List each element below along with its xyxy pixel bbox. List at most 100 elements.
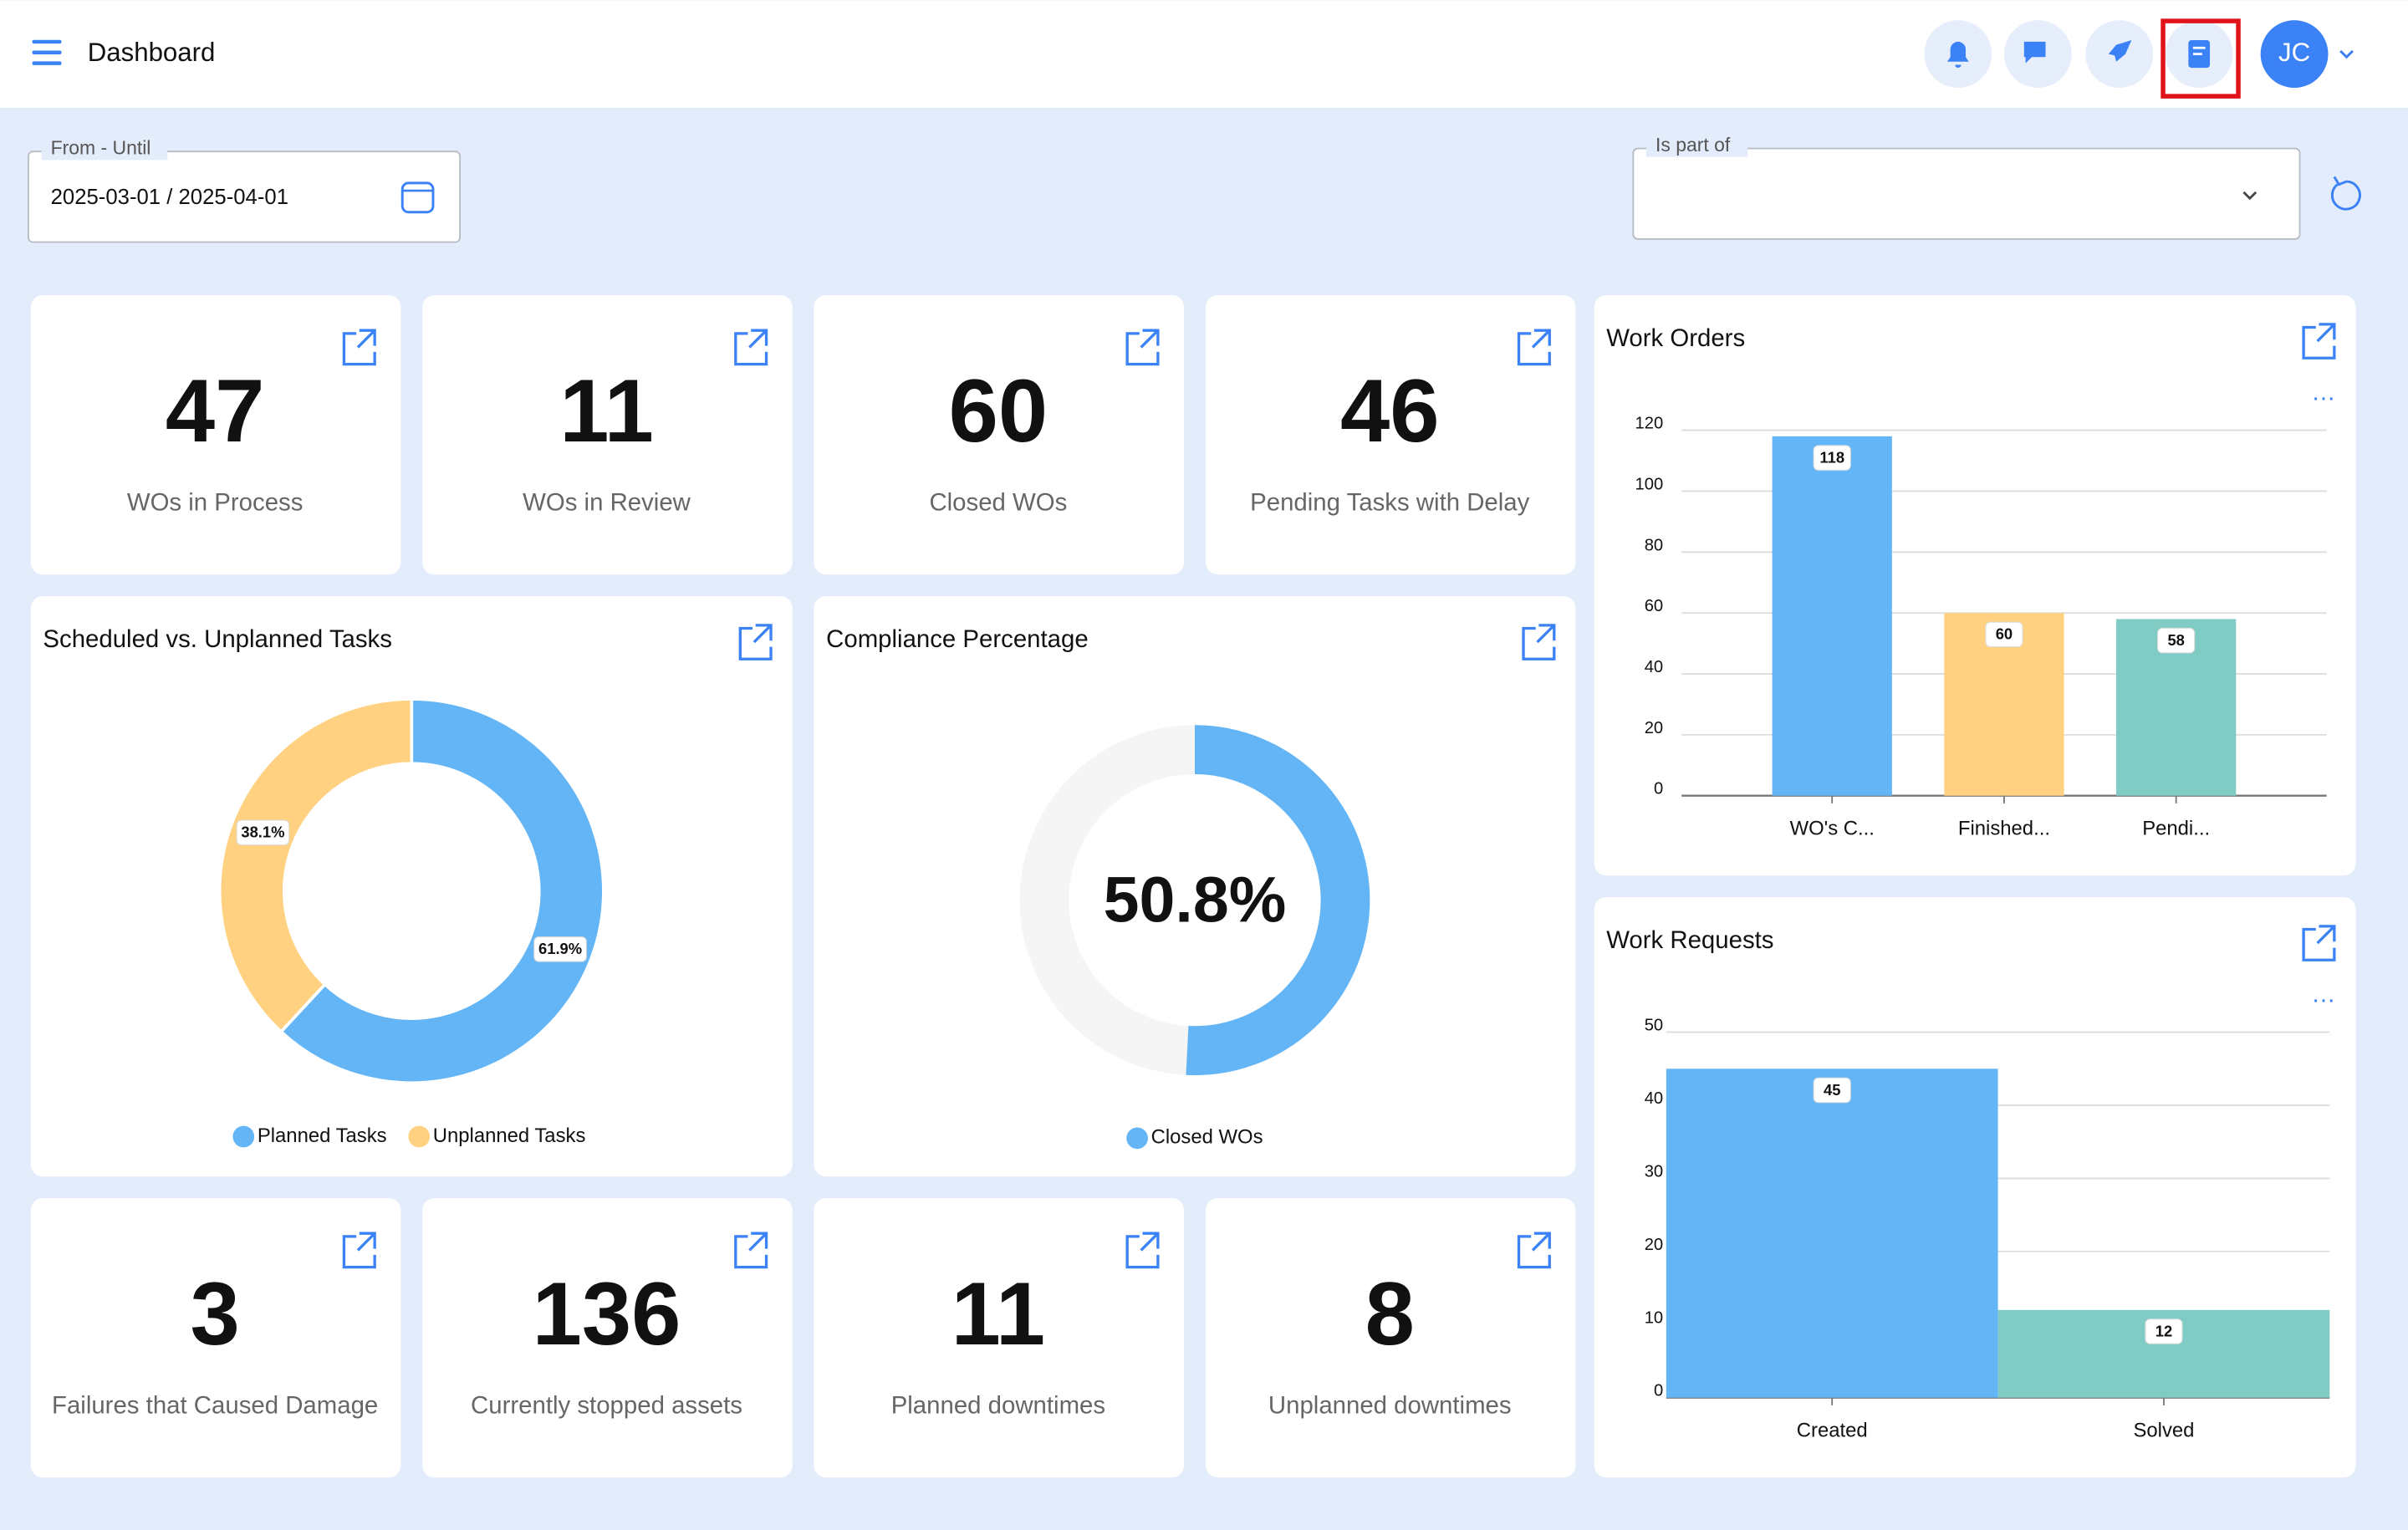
launch-button[interactable]: [2085, 20, 2154, 89]
x-tick-label: Finished...: [1958, 817, 2050, 839]
kpi-label: Planned downtimes: [891, 1392, 1105, 1420]
chevron: [2242, 191, 2258, 201]
avatar-initials: JC: [2278, 38, 2310, 67]
gauge-value: [1186, 725, 1370, 1076]
input-label: From - Until: [51, 137, 151, 159]
legend-label: Unplanned Tasks: [433, 1125, 586, 1147]
link-arrow: [2316, 323, 2336, 343]
link-arrow: [2316, 925, 2336, 945]
y-tick-label: 10: [1645, 1308, 1663, 1327]
link-arrow: [1140, 1232, 1160, 1252]
link-box: [1125, 332, 1160, 366]
chart-title: Scheduled vs. Unplanned Tasks: [43, 625, 392, 653]
docs-button[interactable]: [2165, 20, 2233, 89]
open-link-button[interactable]: [1522, 624, 1556, 660]
card: [30, 595, 793, 1177]
menu-button[interactable]: [32, 39, 62, 65]
chat-icon: [2023, 41, 2046, 64]
open-link-button[interactable]: [2302, 323, 2336, 360]
kpi-label: Closed WOs: [929, 489, 1067, 517]
card: [814, 294, 1185, 575]
open-link-button[interactable]: [734, 1232, 768, 1269]
kpi-label: WOs in Process: [127, 489, 304, 517]
kpi-value: 136: [533, 1264, 681, 1364]
data-label: 61.9%: [538, 940, 582, 957]
y-tick-label: 50: [1645, 1017, 1663, 1035]
link-arrow: [1140, 329, 1160, 349]
kpi-value: 47: [166, 361, 264, 461]
open-link-button[interactable]: [734, 329, 768, 366]
kpi-value: 11: [951, 1264, 1046, 1364]
chart-title: Work Requests: [1606, 926, 1773, 954]
menu-line: [32, 39, 62, 44]
kpi-value: 11: [559, 361, 654, 461]
x-tick-label: Solved: [2133, 1419, 2194, 1441]
refresh-arrow: [2333, 176, 2348, 186]
y-tick-label: 40: [1645, 1089, 1663, 1108]
data-label-bg: [533, 936, 587, 962]
link-box: [1517, 1235, 1551, 1269]
y-tick-label: 0: [1654, 1382, 1663, 1400]
input-box: [1632, 147, 2301, 240]
chart-title: Work Orders: [1606, 324, 1745, 352]
kpi-label: Failures that Caused Damage: [52, 1392, 378, 1420]
more-menu[interactable]: …: [2311, 980, 2335, 1007]
gauge-center-value: 50.8%: [1104, 864, 1287, 936]
link-box: [738, 626, 773, 660]
link-arrow: [1536, 624, 1556, 644]
menu-line: [32, 61, 62, 65]
open-link-button[interactable]: [1125, 329, 1160, 366]
link-box: [2302, 927, 2336, 961]
x-tick-label: Created: [1797, 1419, 1868, 1441]
open-link-button[interactable]: [342, 1232, 376, 1269]
date-range-input[interactable]: From - Until 2025-03-01 / 2025-04-01: [28, 137, 462, 243]
data-label: 58: [2167, 631, 2184, 649]
y-tick-label: 20: [1645, 719, 1663, 737]
notifications-button[interactable]: [1924, 20, 1992, 89]
legend-swatch: [232, 1125, 255, 1148]
user-menu[interactable]: JC: [2260, 20, 2354, 89]
data-label: 38.1%: [241, 824, 284, 841]
label-bg: [41, 141, 168, 161]
kpi-value: 60: [949, 361, 1048, 461]
card: [422, 1197, 793, 1478]
open-link-button[interactable]: [1517, 329, 1551, 366]
highlight-box: [2161, 18, 2241, 99]
open-link-button[interactable]: [738, 624, 773, 660]
link-arrow: [1531, 1232, 1551, 1252]
refresh-button[interactable]: [2330, 176, 2361, 211]
input-box: [28, 150, 462, 243]
data-label: 12: [2155, 1322, 2172, 1339]
link-arrow: [748, 329, 768, 349]
open-link-button[interactable]: [1517, 1232, 1551, 1269]
link-arrow: [356, 1232, 376, 1252]
y-tick-label: 120: [1635, 415, 1663, 433]
link-arrow: [752, 624, 773, 644]
label-bg: [1645, 138, 1748, 157]
card: [30, 1197, 401, 1478]
is-part-of-select[interactable]: Is part of: [1632, 134, 2301, 240]
open-link-button[interactable]: [342, 329, 376, 366]
calendar-icon: [400, 181, 435, 214]
more-menu[interactable]: …: [2311, 378, 2335, 405]
kpi-label: Currently stopped assets: [471, 1392, 742, 1420]
data-label: 118: [1819, 448, 1844, 466]
link-arrow: [1531, 329, 1551, 349]
link-box: [342, 332, 376, 366]
rocket-icon: [2108, 40, 2132, 62]
data-label: 45: [1824, 1081, 1840, 1099]
open-link-button[interactable]: [2302, 925, 2336, 961]
link-box: [734, 1235, 768, 1269]
avatar: [2260, 20, 2329, 89]
refresh-icon: [2330, 180, 2361, 211]
y-tick-label: 0: [1654, 780, 1663, 798]
data-label: 60: [1996, 625, 2013, 643]
open-link-button[interactable]: [1125, 1232, 1160, 1269]
chat-button[interactable]: [2003, 20, 2072, 89]
menu-line: [32, 50, 62, 54]
data-label-bg: [1813, 1077, 1851, 1104]
kpi-label: WOs in Review: [523, 489, 691, 517]
card: [814, 595, 1576, 1177]
